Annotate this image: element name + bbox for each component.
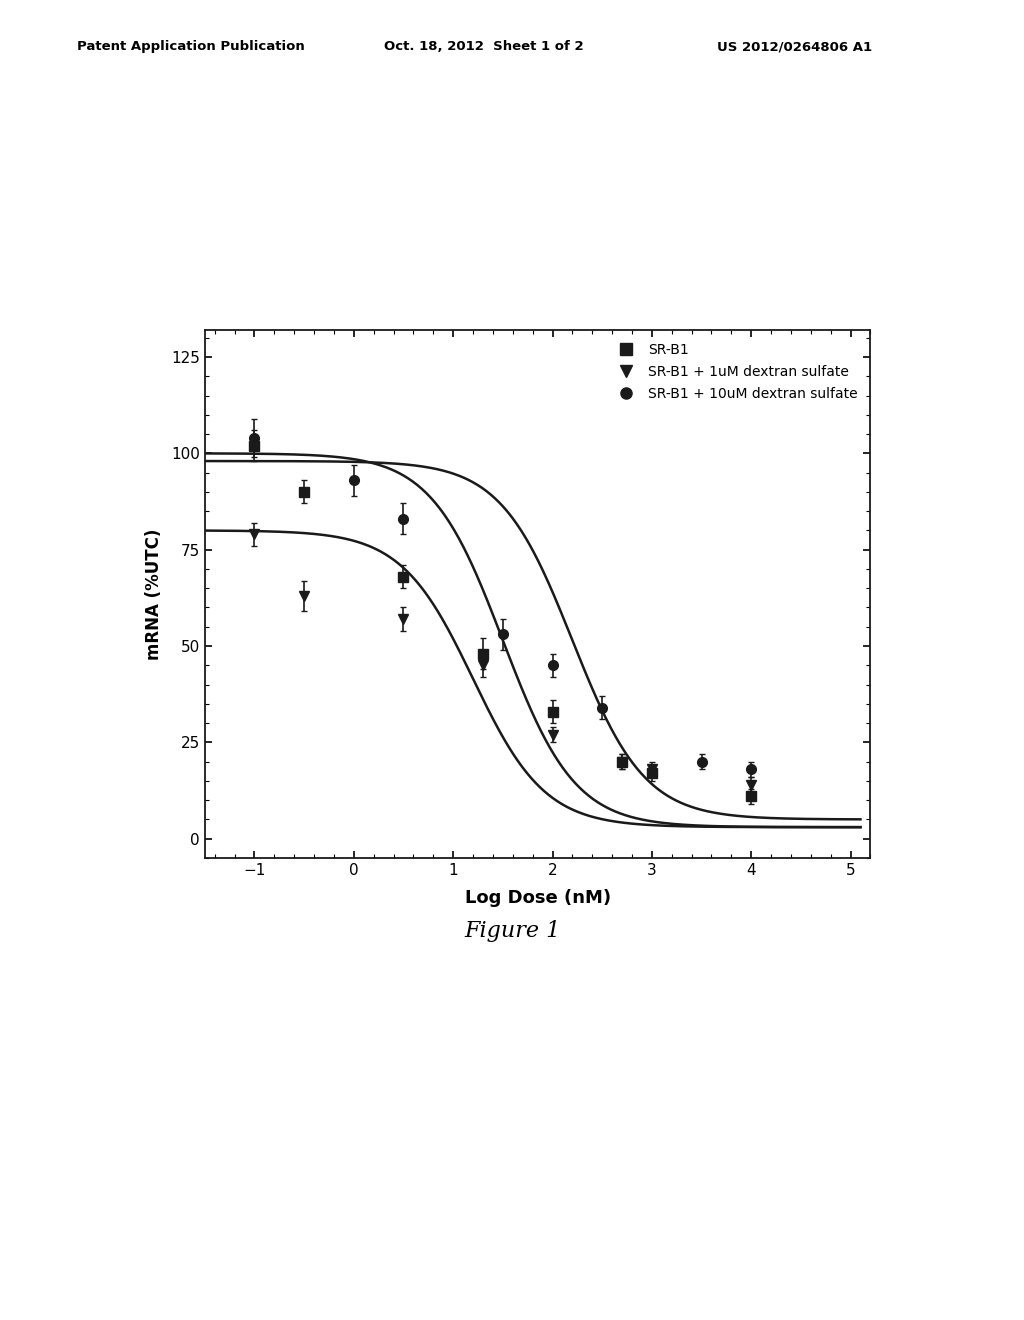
Y-axis label: mRNA (%UTC): mRNA (%UTC) (144, 528, 163, 660)
Text: Figure 1: Figure 1 (464, 920, 560, 941)
Text: Oct. 18, 2012  Sheet 1 of 2: Oct. 18, 2012 Sheet 1 of 2 (384, 40, 584, 53)
Text: US 2012/0264806 A1: US 2012/0264806 A1 (717, 40, 871, 53)
Legend: SR-B1, SR-B1 + 1uM dextran sulfate, SR-B1 + 10uM dextran sulfate: SR-B1, SR-B1 + 1uM dextran sulfate, SR-B… (606, 337, 863, 407)
X-axis label: Log Dose (nM): Log Dose (nM) (465, 888, 610, 907)
Text: Patent Application Publication: Patent Application Publication (77, 40, 304, 53)
